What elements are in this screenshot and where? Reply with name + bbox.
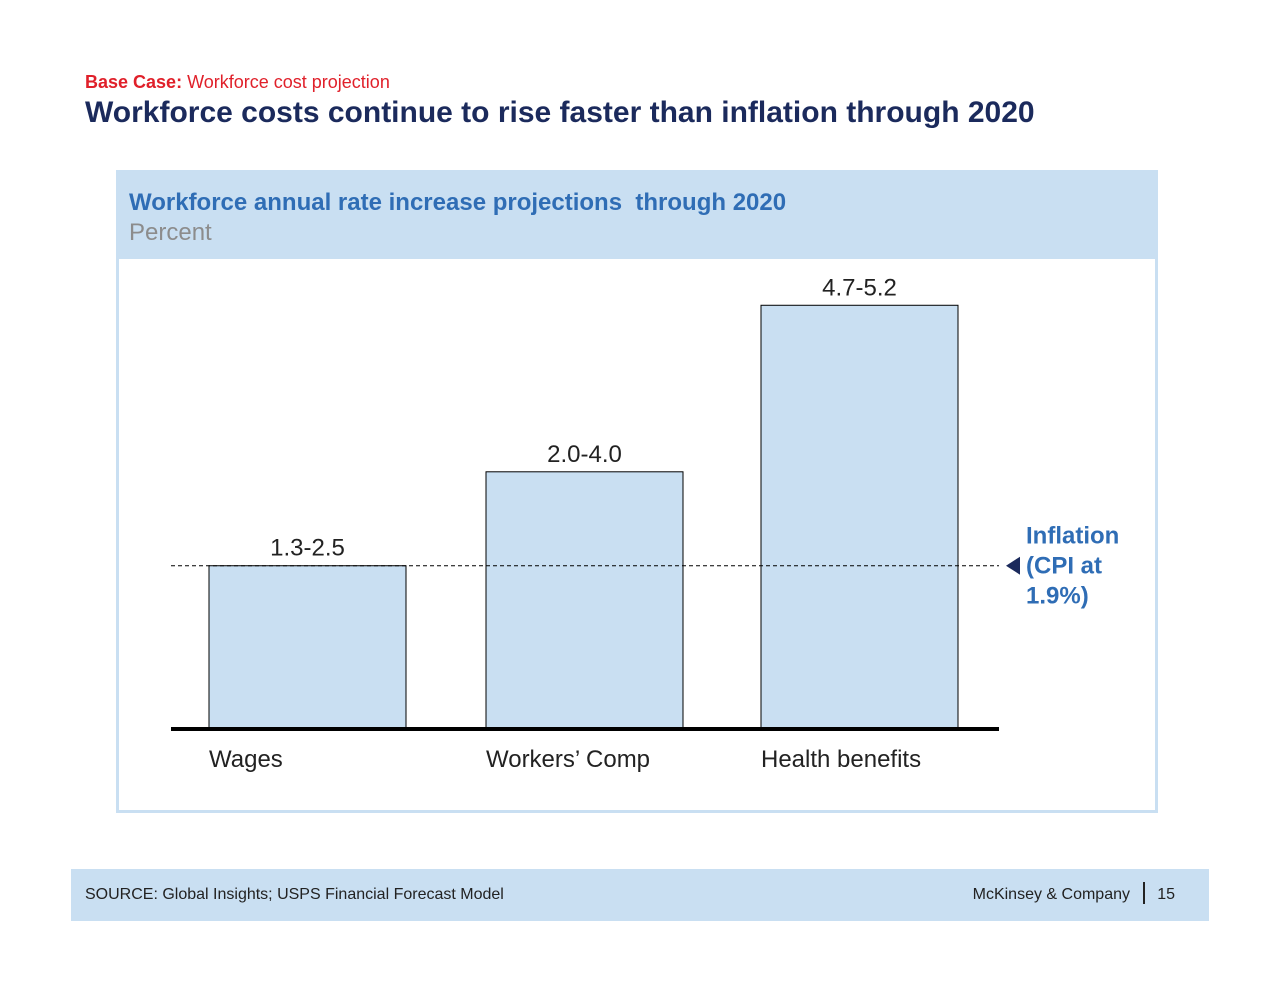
value-label-2: 2.0-4.0: [547, 441, 622, 468]
inflation-arrow-icon: [1006, 556, 1020, 575]
inflation-label-line-3: 1.9%): [1026, 583, 1089, 610]
category-label-2: Workers’ Comp: [486, 746, 650, 773]
inflation-label-line-2: (CPI at: [1026, 553, 1102, 580]
source-note: SOURCE: Global Insights; USPS Financial …: [85, 886, 504, 903]
page-number: 15: [1157, 886, 1175, 903]
chart-panel: Workforce annual rate increase projectio…: [116, 170, 1158, 813]
chart-unit: Percent: [129, 219, 212, 246]
slide-title: Workforce costs continue to rise faster …: [85, 96, 1035, 129]
value-label-1: 1.3-2.5: [270, 535, 345, 562]
kicker-bold: Base Case:: [85, 72, 183, 92]
inflation-label-line-1: Inflation: [1026, 523, 1119, 550]
inflation-label: Inflation (CPI at 1.9%): [1026, 523, 1119, 610]
slide-kicker: Base Case: Workforce cost projection: [85, 72, 390, 93]
bar-3: [760, 304, 959, 729]
category-label-1: Wages: [209, 746, 283, 773]
value-label-3: 4.7-5.2: [822, 274, 897, 301]
category-label-3: Health benefits: [761, 746, 921, 773]
footer-separator: [1143, 882, 1145, 904]
chart-title: Workforce annual rate increase projectio…: [129, 189, 787, 216]
bar-1: [208, 565, 407, 729]
bar-2: [485, 471, 684, 729]
chart-header: Workforce annual rate increase projectio…: [119, 173, 1155, 259]
footer: SOURCE: Global Insights; USPS Financial …: [71, 869, 1209, 921]
bar-chart: 1.3-2.5 Wages 2.0-4.0 Workers’ Comp 4.7-5.2 H…: [171, 274, 1119, 773]
kicker-text: Workforce cost projection: [187, 72, 390, 92]
company-name: McKinsey & Company: [972, 886, 1130, 903]
